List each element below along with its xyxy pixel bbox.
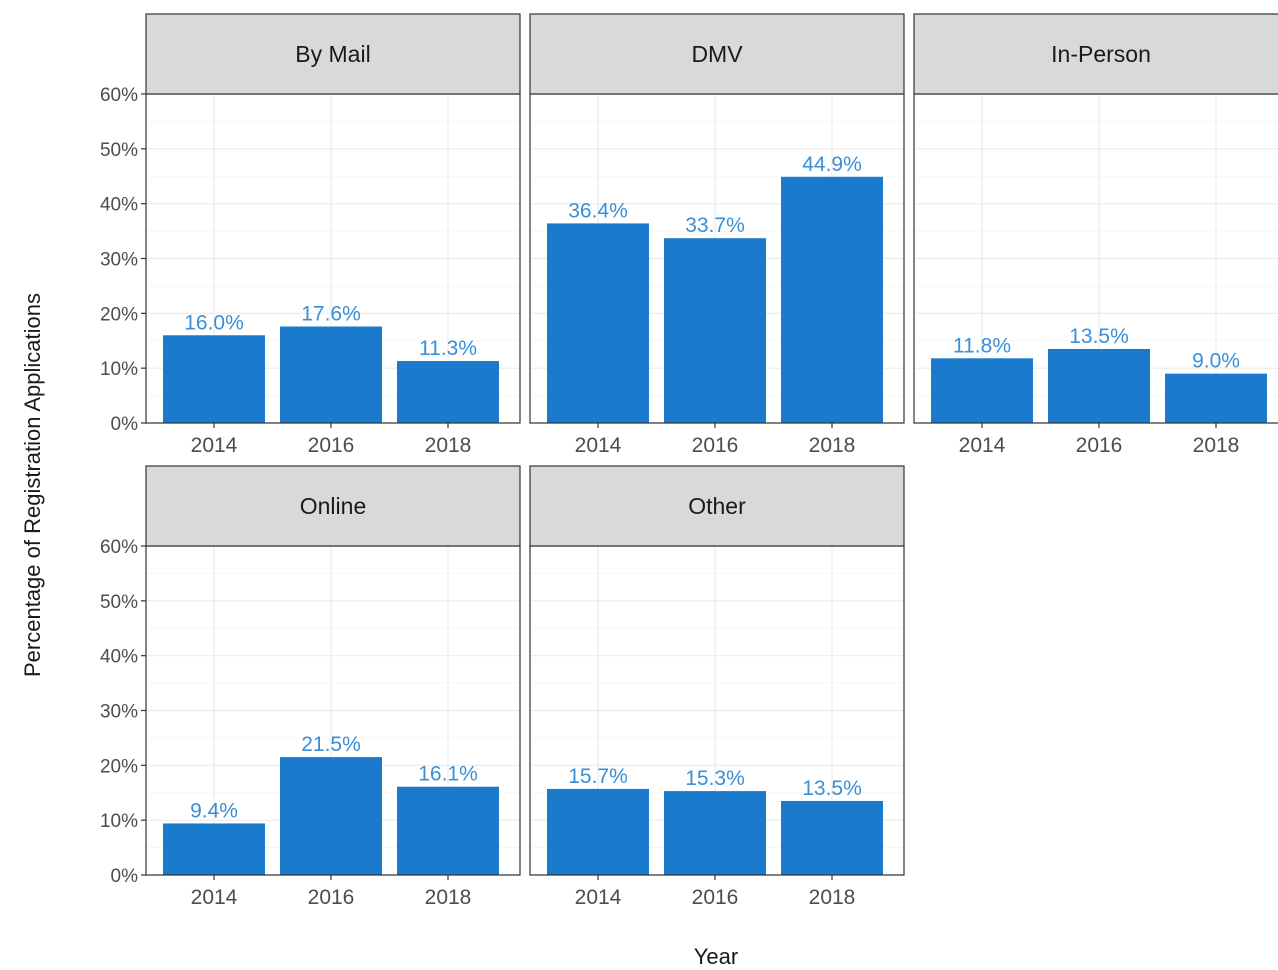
bar-other-2016 xyxy=(664,791,766,875)
y-tick-label: 0% xyxy=(111,414,139,435)
y-tick-label: 30% xyxy=(100,702,138,723)
data-label: 11.8% xyxy=(953,334,1011,357)
bar-online-2018 xyxy=(397,787,499,875)
facet-strip-label: Other xyxy=(688,493,746,519)
x-tick-label: 2014 xyxy=(191,434,238,457)
x-tick-label: 2016 xyxy=(692,886,739,909)
y-tick-label: 50% xyxy=(100,592,138,613)
bar-in-person-2014 xyxy=(931,358,1033,423)
x-tick-label: 2018 xyxy=(809,886,856,909)
data-label: 13.5% xyxy=(1069,325,1129,348)
y-tick-label: 40% xyxy=(100,647,138,668)
data-label: 15.7% xyxy=(568,765,628,788)
bar-dmv-2018 xyxy=(781,177,883,423)
bar-other-2014 xyxy=(547,789,649,875)
y-tick-label: 10% xyxy=(100,359,138,380)
facet-strip-label: In-Person xyxy=(1051,41,1151,67)
facet-panel-in-person: 11.8% 13.5% 9.0% In-Person 2014 2016 2018 xyxy=(914,14,1278,457)
data-label: 44.9% xyxy=(802,153,862,176)
x-tick-label: 2014 xyxy=(575,434,622,457)
data-label: 15.3% xyxy=(685,767,745,790)
x-tick-label: 2018 xyxy=(425,434,472,457)
bar-dmv-2016 xyxy=(664,238,766,423)
y-tick-label: 30% xyxy=(100,250,138,271)
x-tick-label: 2016 xyxy=(308,886,355,909)
data-label: 11.3% xyxy=(419,337,477,360)
facet-strip-label: By Mail xyxy=(295,41,370,67)
facet-strip-label: Online xyxy=(300,493,366,519)
x-tick-label: 2018 xyxy=(1193,434,1240,457)
y-tick-label: 50% xyxy=(100,140,138,161)
bar-online-2016 xyxy=(280,757,382,875)
y-tick-label: 20% xyxy=(100,304,138,325)
bar-by-mail-2014 xyxy=(163,335,265,423)
x-tick-label: 2016 xyxy=(692,434,739,457)
facet-panel-online: 9.4% 21.5% 16.1% Online 2014 2016 2018 0% 10% 20%… xyxy=(100,466,520,909)
data-label: 21.5% xyxy=(301,733,361,756)
x-tick-label: 2014 xyxy=(191,886,238,909)
x-tick-label: 2018 xyxy=(425,886,472,909)
x-tick-label: 2014 xyxy=(959,434,1006,457)
data-label: 9.0% xyxy=(1192,350,1240,373)
x-tick-label: 2018 xyxy=(809,434,856,457)
bar-in-person-2018 xyxy=(1165,374,1267,423)
data-label: 33.7% xyxy=(685,214,745,237)
y-tick-label: 20% xyxy=(100,756,138,777)
data-label: 17.6% xyxy=(301,302,361,325)
bar-online-2014 xyxy=(163,823,265,875)
data-label: 16.0% xyxy=(184,311,244,334)
y-tick-label: 40% xyxy=(100,195,138,216)
bar-by-mail-2018 xyxy=(397,361,499,423)
bar-dmv-2014 xyxy=(547,223,649,423)
bar-by-mail-2016 xyxy=(280,326,382,423)
facet-panel-by-mail: 16.0% 17.6% 11.3% By Mail 2014 2016 2018 0% 10% 2… xyxy=(100,14,520,457)
facet-panel-other: 15.7% 15.3% 13.5% Other 2014 2016 2018 xyxy=(530,466,904,909)
y-tick-label: 10% xyxy=(100,811,138,832)
x-tick-label: 2014 xyxy=(575,886,622,909)
y-tick-label: 0% xyxy=(111,866,139,887)
x-tick-label: 2016 xyxy=(308,434,355,457)
data-label: 16.1% xyxy=(418,763,478,786)
bar-in-person-2016 xyxy=(1048,349,1150,423)
y-axis-title: Percentage of Registration Applications xyxy=(20,293,45,677)
x-tick-label: 2016 xyxy=(1076,434,1123,457)
y-tick-label: 60% xyxy=(100,85,138,106)
data-label: 36.4% xyxy=(568,199,628,222)
y-tick-label: 60% xyxy=(100,537,138,558)
facet-panel-dmv: 36.4% 33.7% 44.9% DMV 2014 2016 2018 xyxy=(530,14,904,457)
data-label: 13.5% xyxy=(802,777,862,800)
data-label: 9.4% xyxy=(190,799,238,822)
bar-other-2018 xyxy=(781,801,883,875)
facet-strip-label: DMV xyxy=(691,41,743,67)
x-axis-title: Year xyxy=(694,944,738,969)
